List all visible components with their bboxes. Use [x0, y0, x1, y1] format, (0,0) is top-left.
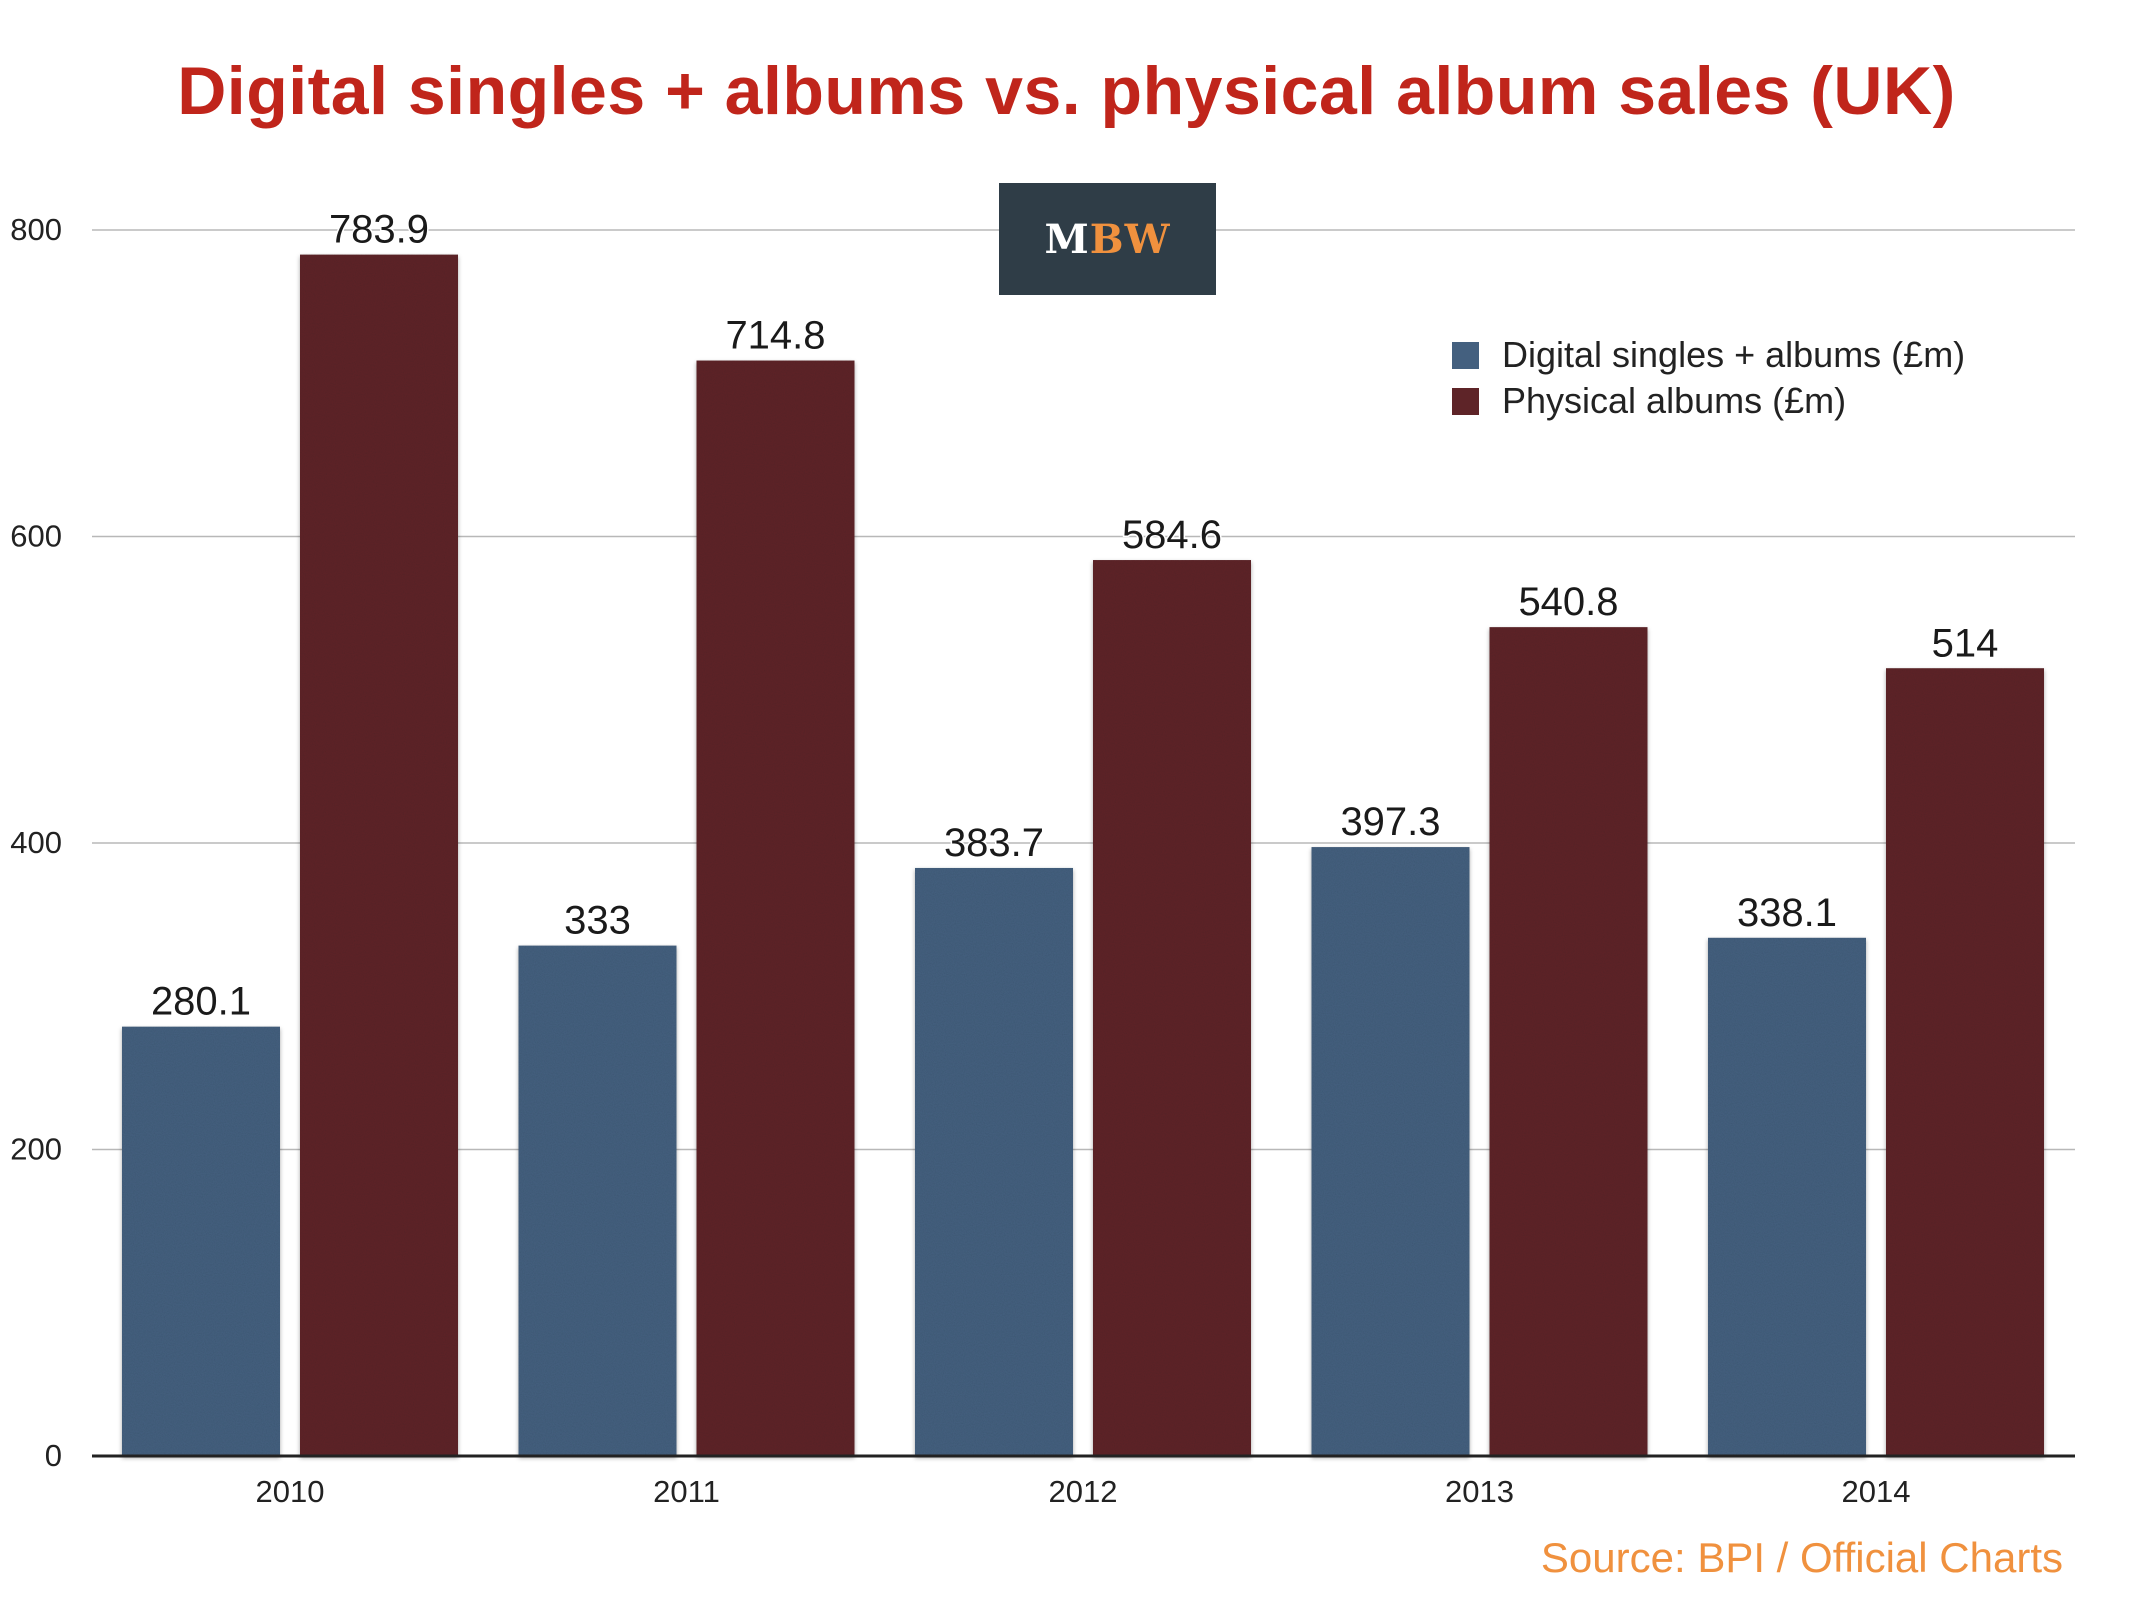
- data-label-physical-2014: 514: [1932, 621, 1999, 665]
- x-tick-label-2010: 2010: [256, 1474, 325, 1509]
- y-tick-label: 400: [10, 825, 62, 860]
- bar-texture: [300, 254, 458, 1457]
- legend-item-physical: Physical albums (£m): [1452, 378, 1965, 424]
- data-label-physical-2010: 783.9: [329, 208, 429, 252]
- legend-item-digital: Digital singles + albums (£m): [1452, 332, 1965, 378]
- legend-swatch-physical: [1452, 387, 1479, 415]
- logo-bw: BW: [1089, 215, 1171, 263]
- data-label-digital-2010: 280.1: [151, 980, 251, 1024]
- x-tick-label-2014: 2014: [1842, 1474, 1911, 1509]
- bar-texture: [1489, 627, 1648, 1456]
- data-label-physical-2013: 540.8: [1518, 580, 1618, 624]
- bar-texture: [696, 360, 855, 1457]
- source-note: Source: BPI / Official Charts: [1540, 1534, 2063, 1581]
- x-tick-label-2011: 2011: [653, 1474, 720, 1509]
- bar-texture: [122, 1026, 280, 1456]
- legend: Digital singles + albums (£m) Physical a…: [1452, 332, 1965, 424]
- legend-label-physical: Physical albums (£m): [1502, 380, 1847, 421]
- data-label-physical-2012: 584.6: [1122, 513, 1222, 557]
- bar-texture: [518, 945, 677, 1456]
- x-axis-ticks: 2010 2011 2012 2013 2014: [256, 1474, 1911, 1509]
- y-tick-label: 0: [45, 1438, 62, 1473]
- data-label-physical-2011: 714.8: [725, 314, 825, 358]
- bar-texture: [1311, 847, 1470, 1456]
- bar-texture: [1708, 937, 1866, 1456]
- bar-texture: [915, 867, 1073, 1456]
- data-label-digital-2014: 338.1: [1737, 891, 1837, 935]
- data-label-digital-2013: 397.3: [1340, 800, 1440, 844]
- logo-m: M: [1044, 215, 1090, 263]
- chart-title: Digital singles + albums vs. physical al…: [177, 53, 1956, 129]
- legend-swatch-digital: [1452, 341, 1479, 369]
- y-tick-label: 800: [10, 212, 62, 247]
- legend-label-digital: Digital singles + albums (£m): [1502, 334, 1966, 375]
- bar-texture: [1093, 560, 1251, 1456]
- y-axis-ticks: 0 200 400 600 800: [10, 212, 62, 1473]
- x-tick-label-2012: 2012: [1049, 1474, 1118, 1509]
- bars: [122, 254, 2044, 1457]
- data-label-digital-2012: 383.7: [944, 821, 1044, 865]
- y-tick-label: 200: [10, 1132, 62, 1167]
- data-labels: 280.1 783.9 333 714.8 383.7 584.6 397.3 540.8 33…: [149, 206, 1999, 1025]
- mbw-logo: M BW: [999, 183, 1216, 295]
- x-tick-label-2013: 2013: [1445, 1474, 1514, 1509]
- data-label-digital-2011: 333: [564, 899, 631, 943]
- bar-texture: [1886, 668, 2044, 1456]
- y-tick-label: 600: [10, 519, 62, 554]
